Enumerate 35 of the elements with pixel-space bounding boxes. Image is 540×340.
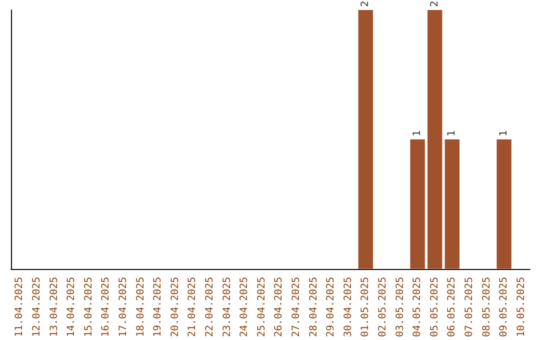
x-tick-label: 14.04.2025 [66, 276, 78, 338]
x-tick-label: 26.04.2025 [274, 276, 285, 338]
x-tick-label: 19.04.2025 [152, 276, 164, 338]
x-tick-label: 15.04.2025 [83, 276, 94, 338]
x-tick-label: 29.04.2025 [326, 276, 337, 338]
x-tick-label: 13.04.2025 [48, 276, 60, 338]
x-tick-label: 01.05.2025 [360, 276, 372, 338]
x-tick-label: 30.04.2025 [342, 276, 354, 338]
x-tick-label: 04.05.2025 [412, 276, 424, 338]
x-tick-label: 10.05.2025 [516, 276, 527, 338]
x-tick-label: 02.05.2025 [377, 276, 388, 338]
x-tick-label: 20.04.2025 [170, 276, 181, 338]
x-tick-label: 03.05.2025 [394, 276, 406, 338]
x-tick-label: 08.05.2025 [481, 276, 492, 338]
x-tick-label: 06.05.2025 [446, 276, 458, 338]
x-tick-label: 09.05.2025 [498, 276, 510, 338]
x-tick-label: 11.04.2025 [14, 276, 26, 338]
data-label: 1 [498, 130, 510, 136]
x-tick-label: 25.04.2025 [256, 276, 268, 338]
x-tick-label: 18.04.2025 [135, 276, 146, 338]
x-tick-label: 07.05.2025 [464, 276, 475, 338]
x-tick-label: 28.04.2025 [308, 276, 320, 338]
x-tick-label: 22.04.2025 [204, 276, 216, 338]
x-tick-label: 23.04.2025 [222, 276, 233, 338]
data-label: 1 [446, 130, 458, 136]
data-label: 2 [429, 0, 440, 7]
data-label: 1 [412, 130, 424, 136]
x-tick-label: 17.04.2025 [118, 276, 129, 338]
x-tick-label: 24.04.2025 [239, 276, 250, 338]
data-label: 2 [360, 0, 372, 7]
x-tick-label: 16.04.2025 [100, 276, 112, 338]
x-tick-label: 12.04.2025 [31, 276, 42, 338]
x-tick-label: 27.04.2025 [290, 276, 302, 338]
x-tick-label: 21.04.2025 [187, 276, 198, 338]
x-tick-label: 05.05.2025 [429, 276, 440, 338]
